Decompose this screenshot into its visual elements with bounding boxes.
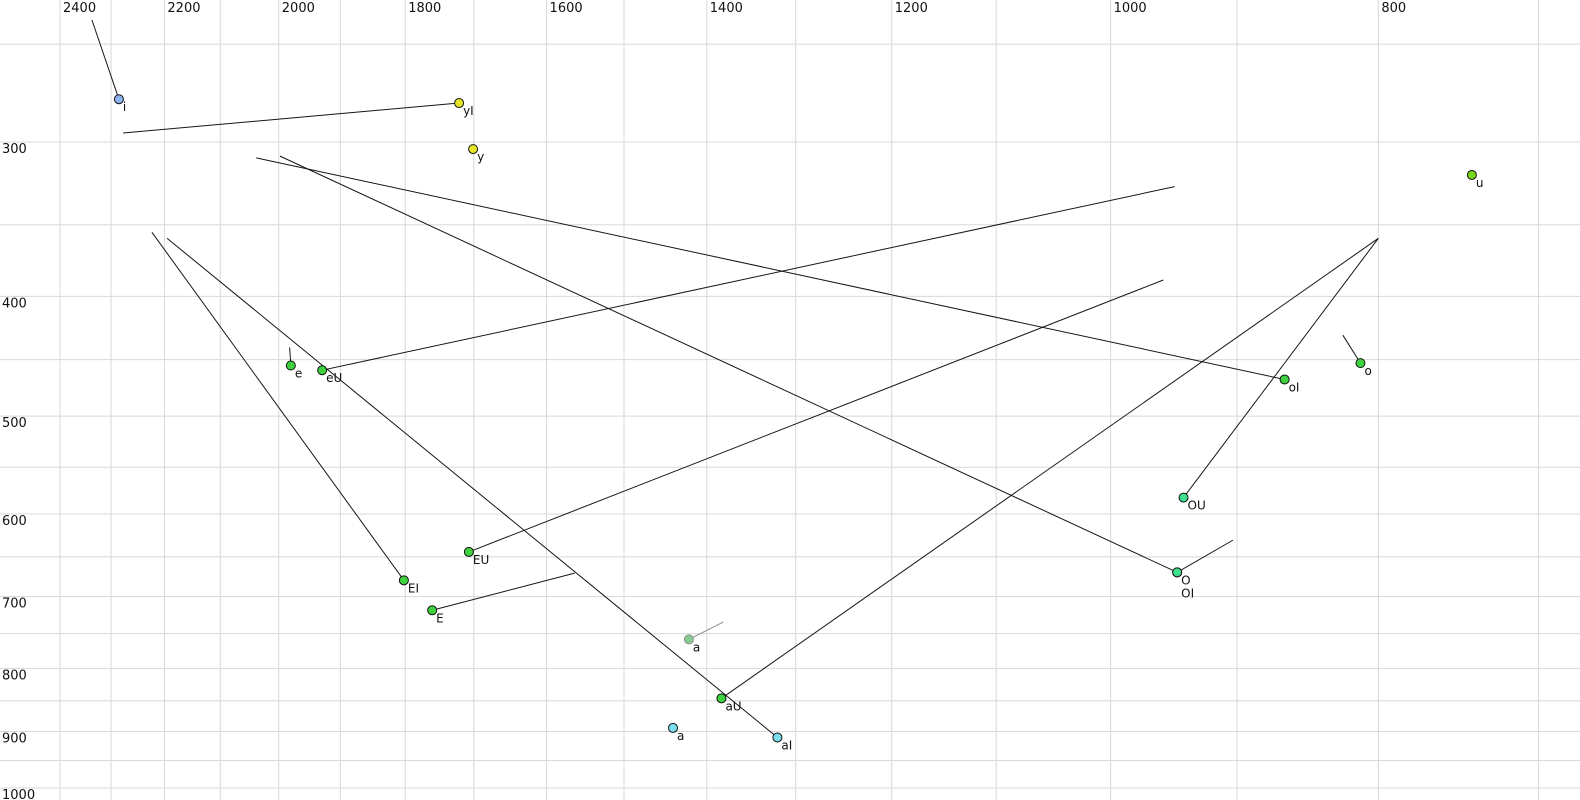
vowel-point-y[interactable] bbox=[468, 144, 479, 155]
vowel-label-e: e bbox=[295, 367, 302, 381]
x-tick-label-2400: 2400 bbox=[63, 1, 96, 16]
vowel-label-u: u bbox=[1476, 176, 1484, 190]
trajectory-EI bbox=[151, 232, 405, 581]
vowel-label-EI: EI bbox=[408, 581, 419, 595]
trajectory-aU bbox=[721, 237, 1379, 699]
trajectory-EU bbox=[468, 279, 1164, 553]
x-tick-label-1200: 1200 bbox=[895, 1, 928, 16]
tick-layer: 2400 2200 2000 1800 1600 1400 1200 1000 800 300 40… bbox=[2, 1, 1406, 800]
x-tick-label-2200: 2200 bbox=[167, 1, 200, 16]
point-layer bbox=[113, 94, 1477, 743]
vowel-label-a_muted: a bbox=[693, 640, 700, 654]
vowel-point-o[interactable] bbox=[1355, 358, 1366, 369]
vowel-label-aI: aI bbox=[781, 738, 792, 752]
vowel-label-E: E bbox=[436, 611, 444, 625]
vowel-point-yI[interactable] bbox=[454, 98, 465, 109]
trajectory-yI bbox=[123, 102, 460, 134]
y-tick-label-1000: 1000 bbox=[2, 788, 35, 800]
trajectory-aI bbox=[166, 237, 778, 738]
x-tick-label-2000: 2000 bbox=[282, 1, 315, 16]
vowel-label-oI: oI bbox=[1289, 380, 1300, 394]
x-tick-label-1600: 1600 bbox=[550, 1, 583, 16]
vowel-label-OU: OU bbox=[1188, 499, 1206, 513]
trajectory-i bbox=[91, 19, 120, 100]
trajectory-oI bbox=[256, 157, 1285, 380]
vowel-point-E[interactable] bbox=[427, 605, 438, 616]
trajectory-eU bbox=[322, 186, 1175, 371]
y-tick-label-500: 500 bbox=[2, 416, 27, 431]
vowel-point-e[interactable] bbox=[285, 360, 296, 371]
x-tick-label-800: 800 bbox=[1381, 1, 1406, 16]
x-tick-label-1000: 1000 bbox=[1114, 1, 1147, 16]
vowel-label-aU: aU bbox=[725, 699, 741, 713]
vowel-point-aI[interactable] bbox=[772, 732, 783, 743]
vowel-point-O[interactable] bbox=[1172, 567, 1183, 578]
y-tick-label-700: 700 bbox=[2, 597, 27, 612]
trajectory-OI bbox=[279, 155, 1178, 573]
vowel-point-a_muted[interactable] bbox=[683, 634, 694, 645]
vowel-point-EU[interactable] bbox=[463, 546, 474, 557]
vowel-label-y: y bbox=[477, 150, 484, 164]
vowel-label-EU: EU bbox=[473, 553, 489, 567]
trajectory-OU bbox=[1183, 238, 1379, 498]
vowel-point-oI[interactable] bbox=[1279, 374, 1290, 385]
trajectory-layer bbox=[91, 19, 1379, 738]
trajectory-a_muted bbox=[688, 621, 724, 640]
vowel-point-eU[interactable] bbox=[317, 365, 328, 376]
x-tick-label-1400: 1400 bbox=[710, 1, 743, 16]
vowel-label-eU: eU bbox=[326, 371, 342, 385]
vowel-point-u[interactable] bbox=[1466, 169, 1477, 180]
vowel-point-a[interactable] bbox=[667, 722, 678, 733]
vowel-point-aU[interactable] bbox=[716, 693, 727, 704]
trajectory-o bbox=[1342, 334, 1361, 364]
vowel-point-EI[interactable] bbox=[398, 575, 409, 586]
trajectory-O bbox=[1176, 539, 1234, 573]
label-layer: i yI y u e eU EI EU Ea aU a aI oI o OU OIO bbox=[123, 100, 1484, 752]
y-tick-label-300: 300 bbox=[2, 142, 27, 157]
x-tick-label-1800: 1800 bbox=[408, 1, 441, 16]
vowel-label-o: o bbox=[1364, 364, 1371, 378]
vowel-label-O: O bbox=[1181, 573, 1190, 587]
vowel-label-a: a bbox=[677, 729, 684, 743]
vowel-point-OU[interactable] bbox=[1178, 492, 1189, 503]
trajectory-E bbox=[432, 572, 575, 611]
y-tick-label-600: 600 bbox=[2, 514, 27, 529]
vowel-label-yI: yI bbox=[463, 104, 474, 118]
y-tick-label-800: 800 bbox=[2, 668, 27, 683]
vowel-label-OI: OI bbox=[1181, 586, 1194, 600]
y-tick-label-900: 900 bbox=[2, 732, 27, 747]
vowel-label-i: i bbox=[123, 100, 126, 114]
vowel-point-i[interactable] bbox=[113, 94, 124, 105]
y-tick-label-400: 400 bbox=[2, 296, 27, 311]
